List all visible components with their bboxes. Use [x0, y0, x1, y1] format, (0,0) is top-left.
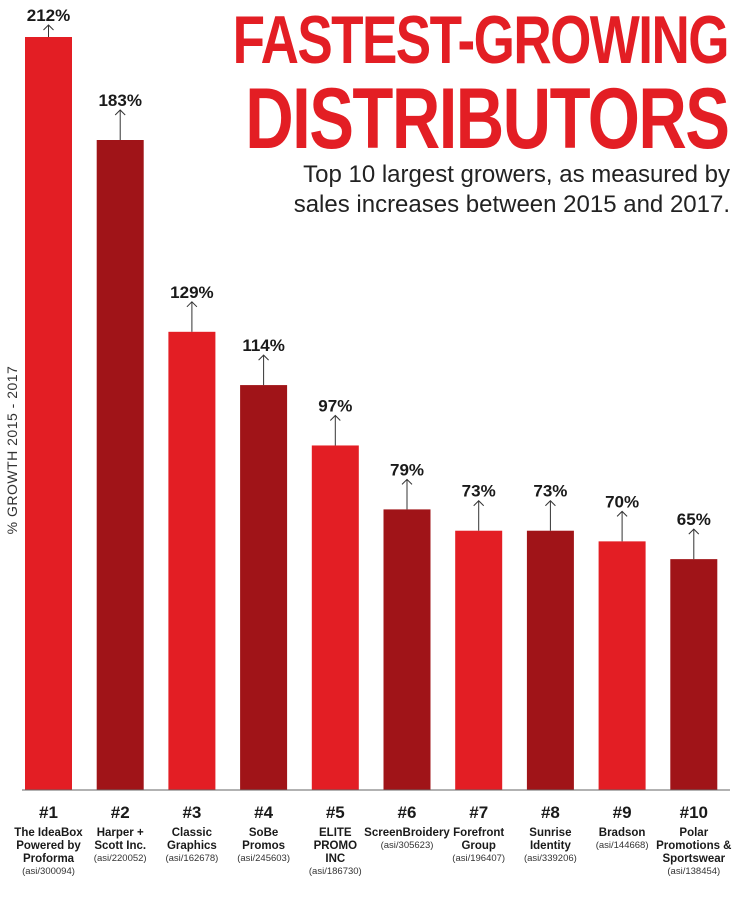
bar-3 — [168, 331, 216, 790]
bar-6 — [383, 509, 431, 790]
category-name-4-2: Promos — [242, 840, 285, 852]
bar-4 — [240, 385, 288, 790]
category-name-5-2: PROMO — [314, 840, 358, 852]
arrow-head-1 — [43, 24, 54, 31]
data-label-10: 65% — [677, 510, 711, 529]
bar-7 — [455, 530, 503, 790]
asi-number-4: (asi/245603) — [237, 853, 290, 864]
bar-2 — [96, 140, 144, 791]
data-label-2: 183% — [98, 91, 141, 110]
category-name-3-2: Graphics — [167, 840, 217, 852]
category-name-10-2: Promotions & — [656, 840, 731, 852]
arrow-head-8 — [545, 500, 556, 507]
data-label-5: 97% — [318, 396, 352, 415]
category-name-6-1: ScreenBroidery — [364, 827, 450, 839]
arrow-head-7 — [473, 500, 485, 507]
category-name-4-1: SoBe — [249, 827, 278, 839]
asi-number-9: (asi/144668) — [596, 840, 649, 851]
rank-label-6: #6 — [398, 803, 417, 822]
asi-number-2: (asi/220052) — [94, 853, 147, 864]
rank-label-3: #3 — [182, 803, 201, 822]
chart-title-line-2: DISTRIBUTORS — [244, 71, 730, 167]
arrow-head-3 — [186, 301, 198, 308]
bar-9 — [598, 541, 646, 790]
category-name-2-2: Scott Inc. — [94, 840, 146, 852]
category-name-1-3: Proforma — [23, 853, 75, 865]
rank-label-8: #8 — [541, 803, 560, 822]
asi-number-5: (asi/186730) — [309, 866, 362, 877]
rank-label-4: #4 — [254, 803, 273, 822]
category-name-3-1: Classic — [172, 827, 213, 839]
asi-number-7: (asi/196407) — [452, 853, 505, 864]
data-label-8: 73% — [533, 482, 567, 501]
category-name-5-3: INC — [325, 853, 345, 865]
category-name-10-3: Sportswear — [662, 853, 725, 865]
arrow-head-10 — [688, 528, 700, 535]
rank-label-5: #5 — [326, 803, 345, 822]
rank-label-10: #10 — [680, 803, 708, 822]
data-label-6: 79% — [390, 460, 424, 479]
asi-number-10: (asi/138454) — [667, 866, 720, 877]
asi-number-3: (asi/162678) — [165, 853, 218, 864]
data-label-9: 70% — [605, 492, 639, 511]
category-name-8-2: Identity — [530, 840, 571, 852]
category-name-10-1: Polar — [679, 827, 708, 839]
rank-label-9: #9 — [613, 803, 632, 822]
arrow-head-4 — [258, 354, 269, 361]
data-label-4: 114% — [242, 336, 285, 355]
arrow-head-6 — [401, 478, 413, 485]
category-name-7-1: Forefront — [453, 827, 504, 839]
rank-label-1: #1 — [39, 803, 58, 822]
arrow-head-5 — [329, 414, 341, 421]
bar-1 — [25, 37, 72, 790]
chart-subtitle: Top 10 largest growers, as measured by s… — [293, 161, 730, 218]
asi-number-8: (asi/339206) — [524, 853, 577, 864]
bar-10 — [670, 559, 718, 790]
bar-5 — [311, 445, 359, 790]
rank-label-7: #7 — [469, 803, 488, 822]
category-name-2-1: Harper + — [97, 827, 144, 839]
category-name-9-1: Bradson — [599, 827, 646, 839]
data-label-1: 212% — [27, 6, 70, 25]
asi-number-6: (asi/305623) — [381, 840, 434, 851]
chart-title-line-1: FASTEST-GROWING — [232, 2, 730, 78]
data-label-3: 129% — [170, 283, 213, 302]
category-name-1-2: Powered by — [16, 840, 81, 852]
category-name-1-1: The IdeaBox — [14, 827, 83, 839]
arrow-head-2 — [114, 109, 126, 116]
category-name-7-2: Group — [461, 840, 496, 852]
asi-number-1: (asi/300094) — [22, 866, 75, 877]
category-name-5-1: ELITE — [319, 827, 352, 839]
arrow-head-9 — [616, 510, 628, 517]
data-label-7: 73% — [462, 482, 496, 501]
rank-label-2: #2 — [111, 803, 130, 822]
category-name-8-1: Sunrise — [529, 827, 571, 839]
bar-8 — [526, 530, 574, 790]
